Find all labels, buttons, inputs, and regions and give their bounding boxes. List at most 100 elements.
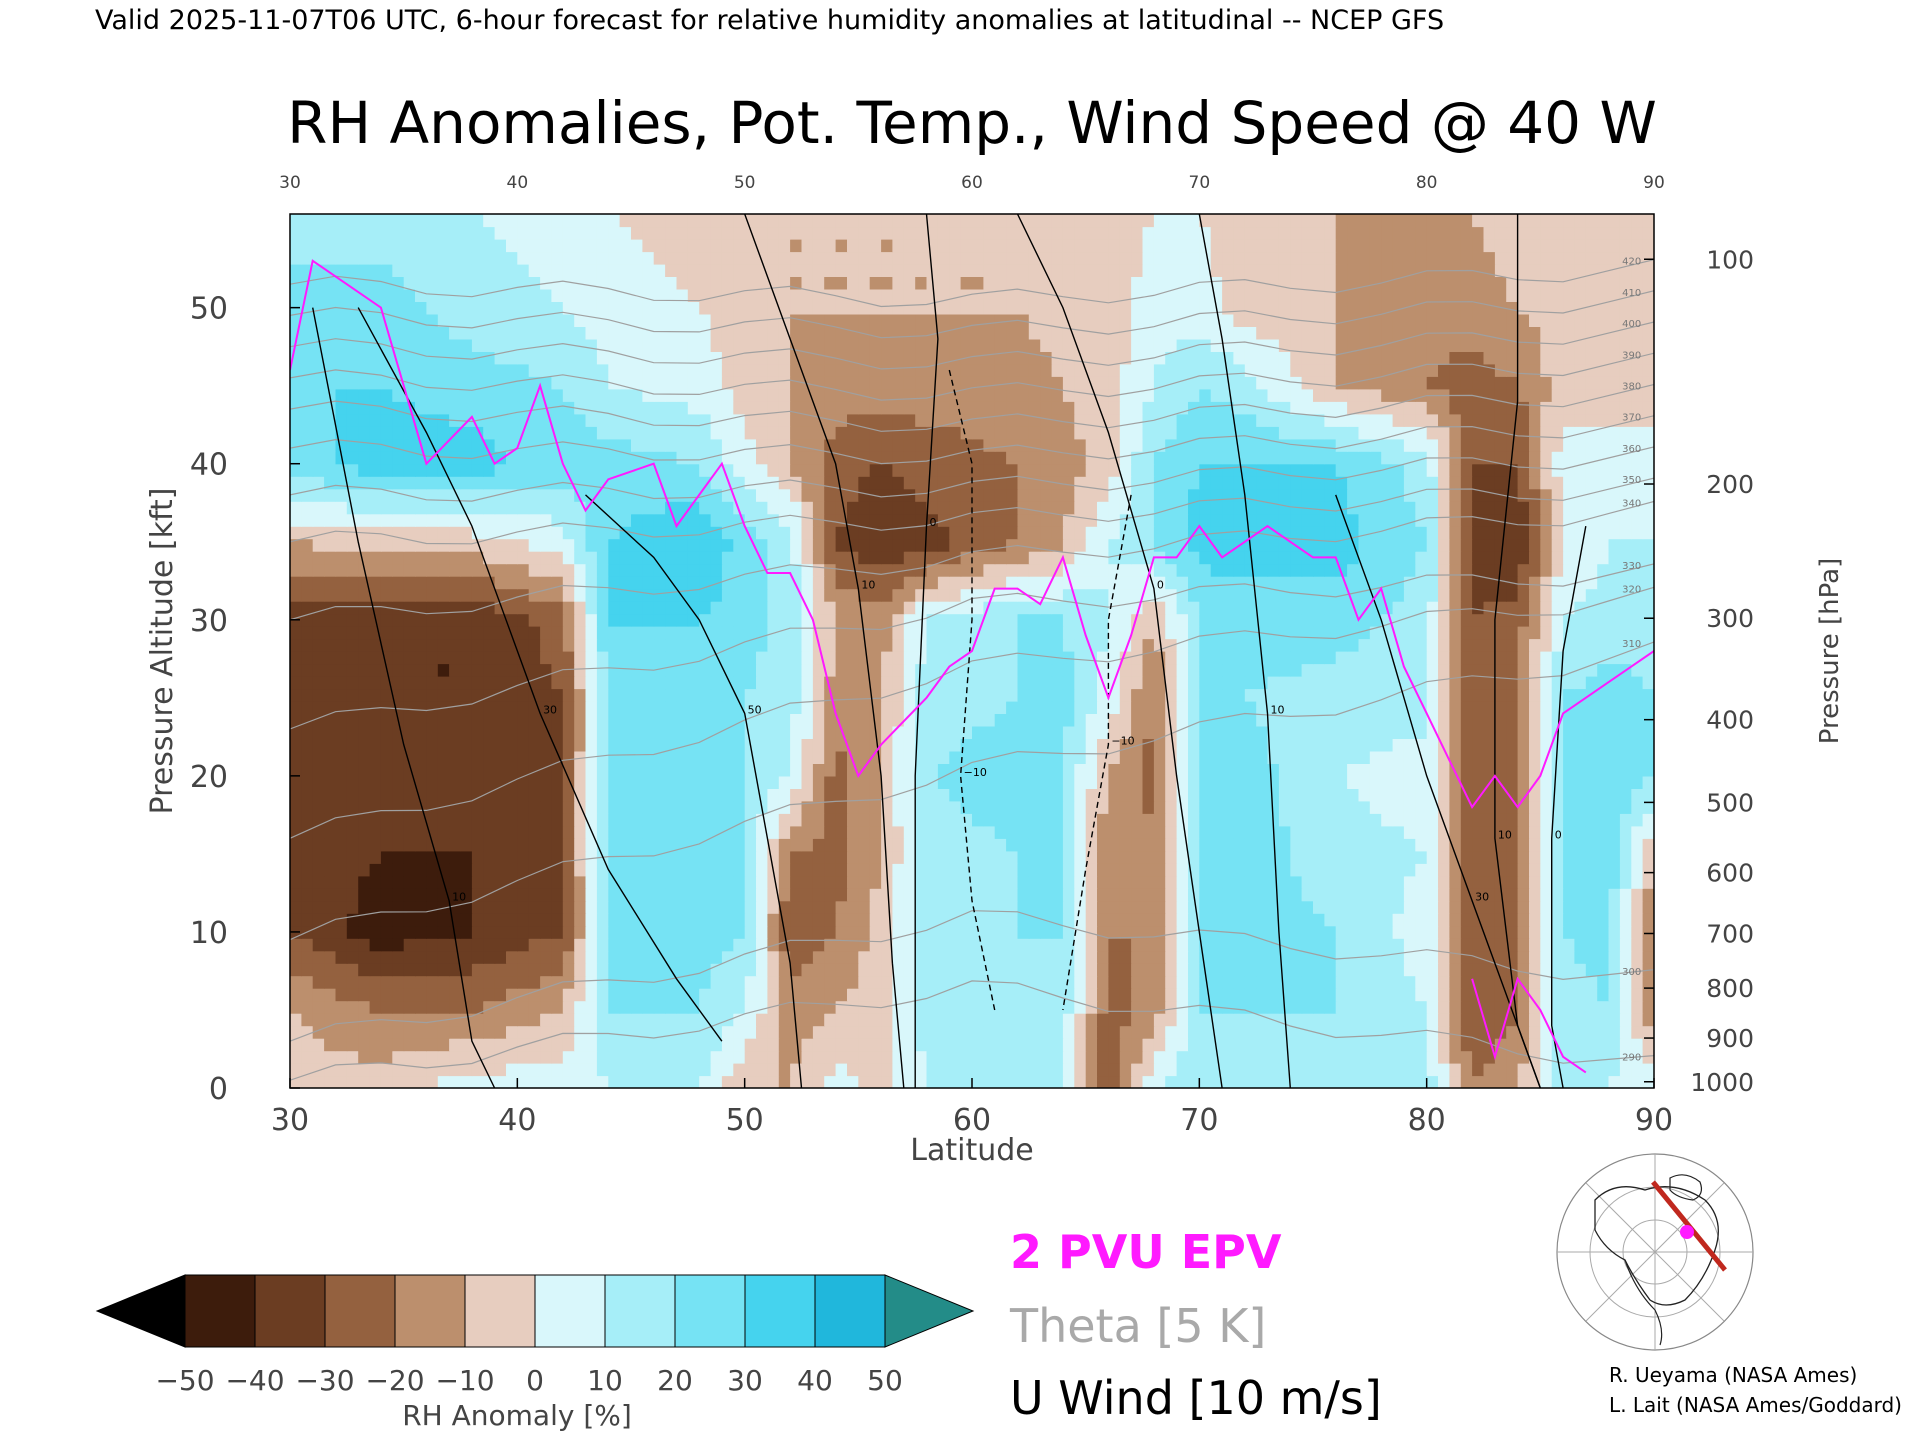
- heatmap-cell: [926, 788, 939, 802]
- heatmap-cell: [756, 576, 768, 590]
- heatmap-cell: [642, 700, 655, 714]
- heatmap-cell: [301, 601, 314, 615]
- heatmap-cell: [574, 700, 587, 714]
- heatmap-cell: [415, 838, 427, 852]
- heatmap-cell: [1097, 1038, 1109, 1052]
- heatmap-cell: [721, 800, 734, 814]
- heatmap-cell: [1563, 863, 1576, 877]
- heatmap-cell: [1188, 688, 1200, 702]
- heatmap-cell: [1142, 963, 1155, 977]
- heatmap-cell: [824, 588, 837, 602]
- heatmap-cell: [1631, 750, 1644, 764]
- heatmap-cell: [574, 813, 587, 827]
- heatmap-cell: [1199, 850, 1212, 864]
- heatmap-cell: [369, 900, 382, 914]
- heatmap-cell: [1188, 963, 1200, 977]
- heatmap-cell: [937, 1038, 950, 1052]
- heatmap-cell: [733, 750, 746, 764]
- heatmap-cell: [937, 638, 950, 652]
- heatmap-cell: [1210, 800, 1223, 814]
- heatmap-cell: [926, 850, 939, 864]
- heatmap-cell: [892, 1050, 905, 1064]
- heatmap-cell: [1381, 763, 1394, 777]
- heatmap-cell: [596, 813, 609, 827]
- heatmap-cell: [1153, 950, 1166, 964]
- heatmap-cell: [346, 676, 359, 690]
- heatmap-cell: [744, 750, 757, 764]
- heatmap-cell: [1426, 788, 1439, 802]
- heatmap-cell: [471, 638, 484, 652]
- heatmap-cell: [1051, 788, 1064, 802]
- heatmap-cell: [1642, 925, 1654, 939]
- heatmap-cell: [1381, 750, 1394, 764]
- chart-title: RH Anomalies, Pot. Temp., Wind Speed @ 4…: [287, 89, 1657, 157]
- heatmap-cell: [1074, 738, 1087, 752]
- heatmap-cell: [1415, 1013, 1428, 1027]
- heatmap-cell: [801, 913, 814, 927]
- heatmap-cell: [858, 975, 871, 989]
- heatmap-cell: [1597, 601, 1610, 615]
- heatmap-cell: [676, 676, 689, 690]
- heatmap-cell: [937, 900, 950, 914]
- heatmap-cell: [790, 688, 803, 702]
- heatmap-cell: [619, 750, 632, 764]
- heatmap-cell: [1085, 750, 1098, 764]
- heatmap-cell: [835, 900, 848, 914]
- heatmap-cell: [1381, 888, 1394, 902]
- heatmap-cell: [1028, 900, 1041, 914]
- heatmap-cell: [449, 738, 462, 752]
- heatmap-cell: [551, 950, 564, 964]
- heatmap-cell: [699, 938, 712, 952]
- heatmap-cell: [1529, 888, 1541, 902]
- heatmap-cell: [460, 725, 473, 739]
- heatmap-cell: [1278, 1038, 1291, 1052]
- heatmap-cell: [1017, 800, 1030, 814]
- heatmap-cell: [801, 900, 814, 914]
- heatmap-cell: [369, 1063, 382, 1077]
- heatmap-cell: [346, 913, 359, 927]
- heatmap-cell: [1563, 825, 1576, 839]
- heatmap-cell: [1062, 950, 1075, 964]
- heatmap-cell: [1608, 888, 1621, 902]
- heatmap-cell: [1392, 676, 1405, 690]
- heatmap-cell: [1449, 900, 1462, 914]
- heatmap-cell: [1608, 750, 1621, 764]
- heatmap-cell: [551, 763, 564, 777]
- heatmap-cell: [471, 913, 484, 927]
- heatmap-cell: [506, 1013, 518, 1027]
- heatmap-cell: [835, 813, 848, 827]
- heatmap-cell: [824, 563, 837, 577]
- heatmap-cell: [1529, 825, 1541, 839]
- heatmap-cell: [1040, 888, 1053, 902]
- heatmap-cell: [949, 676, 962, 690]
- heatmap-cell: [1097, 576, 1109, 590]
- heatmap-cell: [1369, 725, 1382, 739]
- heatmap-cell: [1210, 601, 1223, 615]
- heatmap-cell: [551, 888, 564, 902]
- heatmap-cell: [335, 638, 348, 652]
- heatmap-cell: [369, 700, 382, 714]
- heatmap-cell: [665, 913, 678, 927]
- heatmap-cell: [1199, 638, 1212, 652]
- heatmap-cell: [540, 825, 553, 839]
- heatmap-cell: [778, 763, 791, 777]
- heatmap-cell: [1313, 975, 1325, 989]
- heatmap-cell: [551, 1075, 564, 1088]
- heatmap-cell: [1608, 576, 1621, 590]
- heatmap-cell: [1313, 1050, 1325, 1064]
- heatmap-cell: [528, 900, 541, 914]
- heatmap-cell: [756, 775, 768, 789]
- heatmap-cell: [926, 838, 939, 852]
- heatmap-cell: [585, 938, 598, 952]
- heatmap-cell: [1006, 713, 1019, 727]
- heatmap-cell: [847, 638, 859, 652]
- heatmap-cell: [346, 938, 359, 952]
- heatmap-cell: [1119, 725, 1132, 739]
- heatmap-cell: [676, 888, 689, 902]
- heatmap-cell: [1483, 988, 1496, 1002]
- heatmap-cell: [1347, 1075, 1360, 1088]
- heatmap-cell: [415, 913, 427, 927]
- heatmap-cell: [1062, 588, 1075, 602]
- heatmap-cell: [1335, 1025, 1348, 1039]
- heatmap-cell: [1335, 700, 1348, 714]
